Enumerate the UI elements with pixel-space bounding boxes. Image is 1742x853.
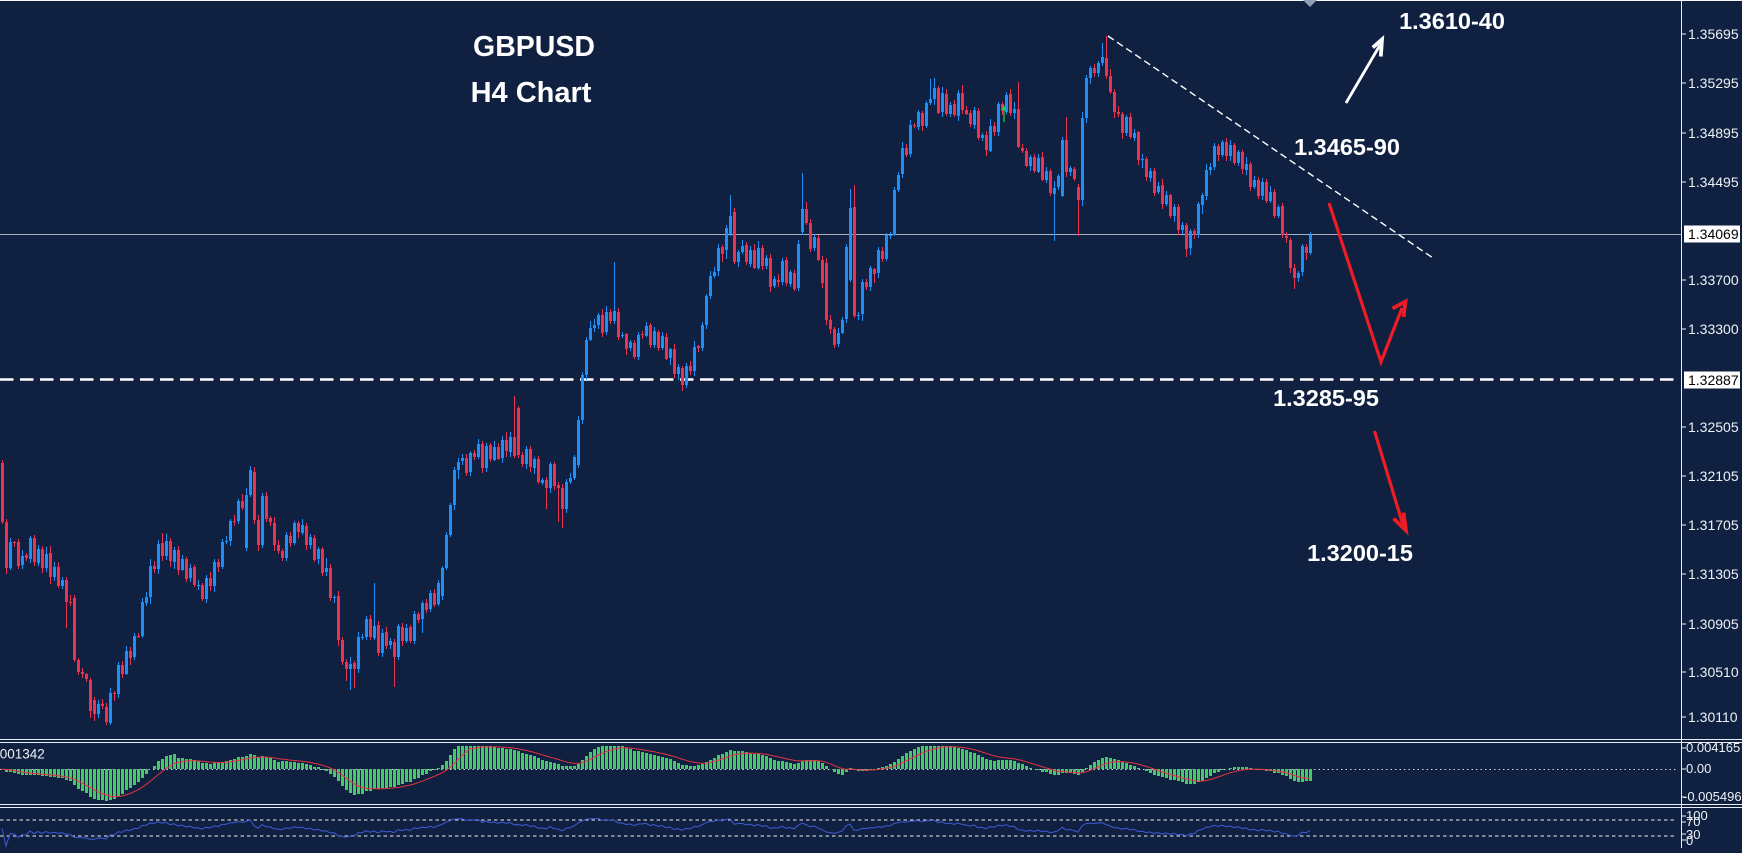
svg-text:1.35695: 1.35695: [1688, 26, 1739, 42]
svg-text:30: 30: [1686, 827, 1700, 842]
svg-text:-0.005496: -0.005496: [1683, 789, 1742, 804]
svg-text:1.31705: 1.31705: [1688, 517, 1739, 533]
svg-text:1.35295: 1.35295: [1688, 75, 1739, 91]
svg-text:H4 Chart: H4 Chart: [471, 77, 592, 109]
svg-text:1.32505: 1.32505: [1688, 419, 1739, 435]
svg-text:0.00: 0.00: [1686, 761, 1711, 776]
svg-text:1.32105: 1.32105: [1688, 468, 1739, 484]
svg-text:1.30905: 1.30905: [1688, 616, 1739, 632]
svg-text:1.33300: 1.33300: [1688, 321, 1739, 337]
svg-text:100: 100: [1686, 808, 1708, 823]
svg-text:1.3465-90: 1.3465-90: [1294, 134, 1400, 160]
svg-text:1.33700: 1.33700: [1688, 272, 1739, 288]
svg-text:0.004165: 0.004165: [1686, 740, 1740, 755]
svg-text:1.30110: 1.30110: [1688, 709, 1738, 725]
svg-text:1.30510: 1.30510: [1688, 664, 1739, 680]
svg-text:0.001342: 0.001342: [0, 747, 45, 762]
svg-text:1.34495: 1.34495: [1688, 174, 1739, 190]
svg-text:1.32887: 1.32887: [1688, 372, 1739, 388]
svg-text:0: 0: [1686, 833, 1693, 848]
svg-text:1.3200-15: 1.3200-15: [1307, 540, 1413, 566]
svg-text:1.3610-40: 1.3610-40: [1399, 8, 1505, 34]
svg-text:1.31305: 1.31305: [1688, 566, 1739, 582]
svg-text:1.3285-95: 1.3285-95: [1273, 385, 1379, 411]
svg-text:70: 70: [1686, 814, 1700, 829]
svg-text:1.34895: 1.34895: [1688, 125, 1739, 141]
svg-text:1.34069: 1.34069: [1688, 226, 1739, 242]
svg-text:GBPUSD: GBPUSD: [473, 31, 595, 63]
